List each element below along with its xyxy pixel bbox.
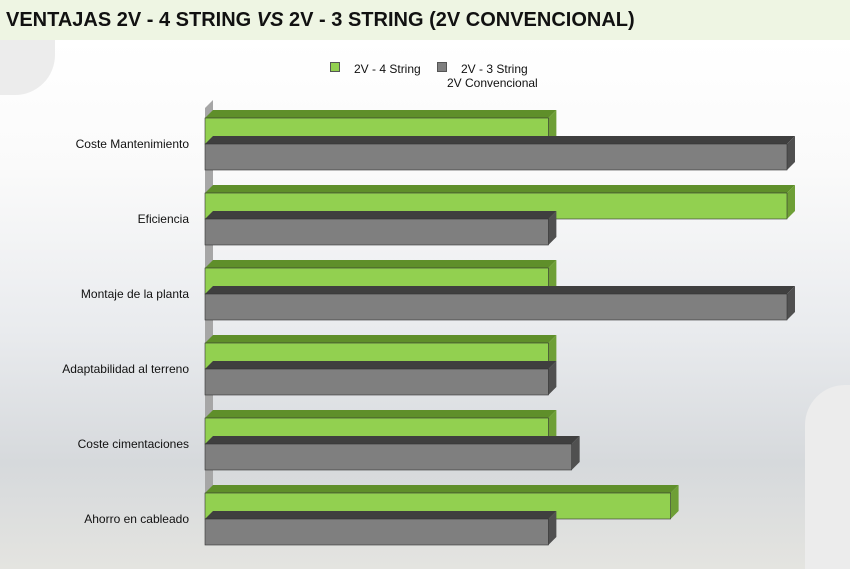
bar-3-string xyxy=(204,293,788,321)
bar-side-face xyxy=(548,260,557,294)
bar-side-face xyxy=(548,511,557,545)
decoration xyxy=(805,385,850,569)
category-label: Ahorro en cableado xyxy=(84,512,189,526)
bar-side-face xyxy=(548,110,557,144)
bar-3-string xyxy=(204,443,572,471)
bar-top-face xyxy=(205,260,557,268)
bar-3-string xyxy=(204,368,549,396)
bar-side-face xyxy=(548,335,557,369)
category-label: Adaptabilidad al terreno xyxy=(62,362,189,376)
page-title: VENTAJAS 2V - 4 STRING VS 2V - 3 STRING … xyxy=(0,0,850,40)
legend-swatch xyxy=(437,62,447,72)
bar-top-face xyxy=(205,136,795,144)
bar-side-face xyxy=(787,185,795,219)
category-label: Coste cimentaciones xyxy=(78,437,189,451)
bar-3-string xyxy=(204,143,788,171)
title-part: VS xyxy=(256,9,284,31)
legend-label: 2V - 3 String xyxy=(461,62,528,76)
bar-side-face xyxy=(787,286,795,320)
legend-swatch xyxy=(330,62,340,72)
bar-top-face xyxy=(205,110,557,118)
bar-3-string xyxy=(204,518,549,546)
category-label: Coste Mantenimiento xyxy=(76,137,190,151)
bar-side-face xyxy=(670,485,679,519)
category-label: Montaje de la planta xyxy=(81,287,189,301)
bar-top-face xyxy=(205,361,557,369)
bar-side-face xyxy=(787,136,795,170)
legend-item: 2V - 4 String xyxy=(330,62,421,76)
bar-top-face xyxy=(205,211,557,219)
bar-top-face xyxy=(205,410,557,418)
title-part: VENTAJAS 2V - 4 STRING xyxy=(6,9,257,31)
bar-top-face xyxy=(205,511,557,519)
bar-top-face xyxy=(205,335,557,343)
bar-top-face xyxy=(205,485,679,493)
bar-side-face xyxy=(571,436,580,470)
bar-side-face xyxy=(548,361,557,395)
bar-top-face xyxy=(205,286,795,294)
bar-top-face xyxy=(205,185,795,193)
legend-label: 2V - 4 String xyxy=(354,62,421,76)
title-part: 2V - 3 STRING (2V CONVENCIONAL) xyxy=(283,9,635,31)
bar-3-string xyxy=(204,218,549,246)
legend-item: 2V - 3 String 2V Convencional xyxy=(437,62,538,90)
bar-side-face xyxy=(548,211,557,245)
bar-top-face xyxy=(205,436,580,444)
legend-label: 2V Convencional xyxy=(447,76,538,90)
category-label: Eficiencia xyxy=(138,212,190,226)
bar-side-face xyxy=(548,410,557,444)
